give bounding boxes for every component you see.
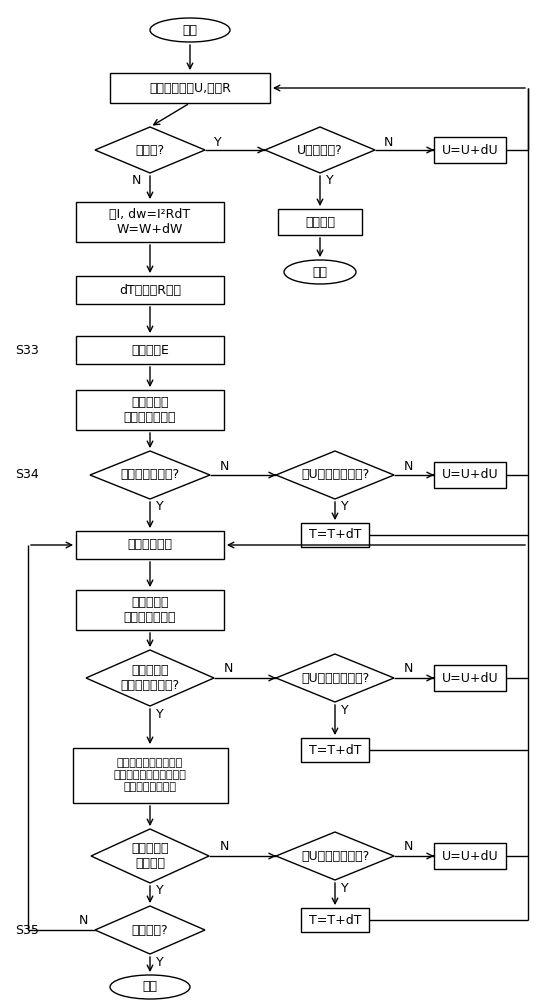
Text: N: N xyxy=(224,662,233,676)
Text: 整体闪络: 整体闪络 xyxy=(305,216,335,229)
FancyBboxPatch shape xyxy=(434,843,506,869)
FancyBboxPatch shape xyxy=(76,276,224,304)
FancyBboxPatch shape xyxy=(72,748,227,802)
Text: S35: S35 xyxy=(15,924,39,936)
Text: N: N xyxy=(403,662,413,676)
Text: T=T+dT: T=T+dT xyxy=(309,914,361,926)
Polygon shape xyxy=(95,127,205,173)
FancyBboxPatch shape xyxy=(434,665,506,691)
Text: S34: S34 xyxy=(15,468,39,482)
Text: 绝缘子放电
发展到一定程度?: 绝缘子放电 发展到一定程度? xyxy=(121,664,180,692)
Text: N: N xyxy=(403,840,413,854)
Text: 绝缘子有新放电?: 绝缘子有新放电? xyxy=(121,468,180,482)
Text: U=U+dU: U=U+dU xyxy=(442,468,498,482)
FancyBboxPatch shape xyxy=(76,590,224,630)
Text: dT后电阻R分布: dT后电阻R分布 xyxy=(119,284,181,296)
Text: U=U+dU: U=U+dU xyxy=(442,672,498,684)
Text: T=T+dT: T=T+dT xyxy=(309,528,361,542)
Text: 全干燥?: 全干燥? xyxy=(135,143,164,156)
Polygon shape xyxy=(276,654,394,702)
Text: Y: Y xyxy=(156,884,164,896)
Text: S33: S33 xyxy=(15,344,39,357)
Text: Y: Y xyxy=(156,708,164,720)
Text: 剩余击穿？
更新状态: 剩余击穿？ 更新状态 xyxy=(132,842,169,870)
Ellipse shape xyxy=(150,18,230,42)
FancyBboxPatch shape xyxy=(434,137,506,163)
Polygon shape xyxy=(276,451,394,499)
Polygon shape xyxy=(265,127,375,173)
Text: T=T+dT: T=T+dT xyxy=(309,744,361,756)
Text: Y: Y xyxy=(156,500,164,514)
Text: N: N xyxy=(403,460,413,473)
FancyBboxPatch shape xyxy=(110,73,270,103)
Text: 判断上一分布未击穿的
绝缘子部分和片间间隙是
否放电、更新状态: 判断上一分布未击穿的 绝缘子部分和片间间隙是 否放电、更新状态 xyxy=(113,758,186,792)
FancyBboxPatch shape xyxy=(301,523,369,547)
Polygon shape xyxy=(276,832,394,880)
FancyBboxPatch shape xyxy=(301,908,369,932)
Text: N: N xyxy=(383,135,393,148)
FancyBboxPatch shape xyxy=(76,531,224,559)
Text: 在U的持续时间内?: 在U的持续时间内? xyxy=(301,468,369,482)
Text: Y: Y xyxy=(214,135,222,148)
Text: Y: Y xyxy=(156,956,164,968)
Text: 结束: 结束 xyxy=(142,980,157,994)
Polygon shape xyxy=(86,650,214,706)
Ellipse shape xyxy=(110,975,190,999)
FancyBboxPatch shape xyxy=(301,738,369,762)
Text: 在U的持续时间内?: 在U的持续时间内? xyxy=(301,850,369,862)
Text: N: N xyxy=(219,840,229,854)
Ellipse shape xyxy=(284,260,356,284)
Text: Y: Y xyxy=(341,500,349,514)
Text: N: N xyxy=(219,460,229,473)
FancyBboxPatch shape xyxy=(76,202,224,242)
Text: 各块电场E: 各块电场E xyxy=(131,344,169,357)
Text: 初始化，给定U,给定R: 初始化，给定U,给定R xyxy=(149,82,231,95)
Text: 结束: 结束 xyxy=(312,265,328,278)
Text: U下击穿否?: U下击穿否? xyxy=(297,143,343,156)
Text: 开始: 开始 xyxy=(182,23,197,36)
Text: 求I, dw=I²RdT
W=W+dW: 求I, dw=I²RdT W=W+dW xyxy=(110,208,191,236)
FancyBboxPatch shape xyxy=(76,336,224,364)
FancyBboxPatch shape xyxy=(434,462,506,488)
Polygon shape xyxy=(91,829,209,883)
Text: 整体闪络?: 整体闪络? xyxy=(132,924,168,936)
Polygon shape xyxy=(95,906,205,954)
Text: U=U+dU: U=U+dU xyxy=(442,143,498,156)
Text: 电场重新分布: 电场重新分布 xyxy=(128,538,173,552)
Text: 在U的持续时间内?: 在U的持续时间内? xyxy=(301,672,369,684)
Text: 判断、更新
绝缘子放电状态: 判断、更新 绝缘子放电状态 xyxy=(124,396,176,424)
Text: N: N xyxy=(78,914,88,928)
Text: N: N xyxy=(132,174,141,186)
Text: Y: Y xyxy=(341,704,349,716)
Text: U=U+dU: U=U+dU xyxy=(442,850,498,862)
FancyBboxPatch shape xyxy=(76,390,224,430)
Text: 判断、更新
绝缘子放电状态: 判断、更新 绝缘子放电状态 xyxy=(124,596,176,624)
FancyBboxPatch shape xyxy=(278,209,362,235)
Polygon shape xyxy=(90,451,210,499)
Text: Y: Y xyxy=(326,174,334,186)
Text: Y: Y xyxy=(341,882,349,894)
